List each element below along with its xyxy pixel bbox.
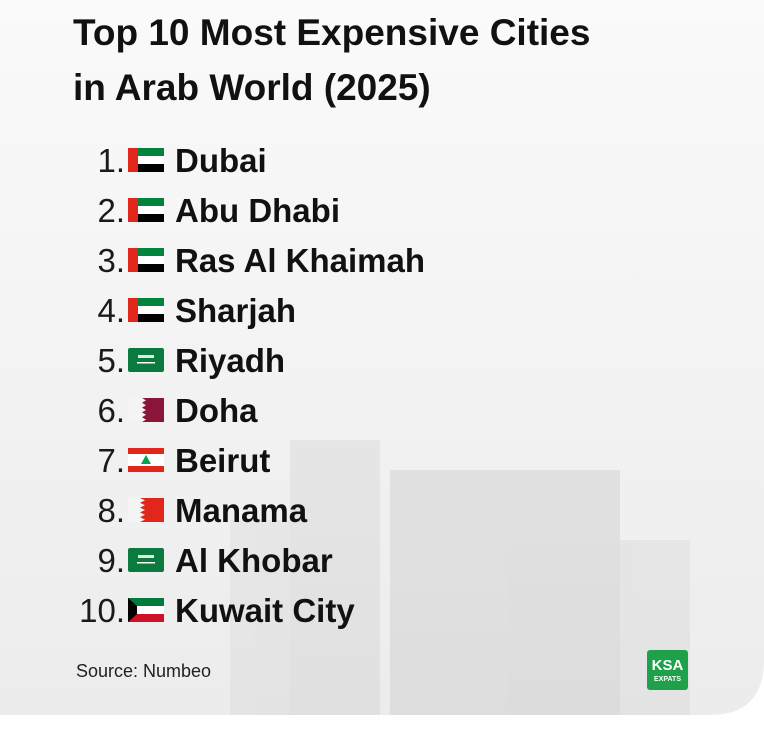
source: Source: Numbeo [76,661,211,681]
rank: 6. [97,392,125,429]
city-list: 1. Dubai 2. Abu Dhabi 3. Ras Al Khaimah … [79,142,425,629]
flag [128,498,164,522]
city: Dubai [175,142,267,179]
city: Beirut [175,442,270,479]
logo-text: KSA [652,657,684,674]
rank: 10. [79,592,125,629]
city: Manama [175,492,308,529]
flag [128,548,164,572]
title-line: in Arab World (2025) [73,67,431,108]
logo: KSA EXPATS [647,650,688,690]
rank: 1. [97,142,125,179]
city: Ras Al Khaimah [175,242,425,279]
flag [128,598,164,622]
rank: 4. [97,292,125,329]
rank: 3. [97,242,125,279]
rank: 5. [97,342,125,379]
rank: 8. [97,492,125,529]
city: Riyadh [175,342,285,379]
city: Kuwait City [175,592,355,629]
logo-box [647,650,688,690]
flag [128,298,164,322]
flag [128,248,164,272]
flag [128,398,164,422]
logo-subtext: EXPATS [654,676,681,683]
city: Al Khobar [175,542,333,579]
rank: 2. [97,192,125,229]
city: Sharjah [175,292,296,329]
flag [128,148,164,172]
flag [128,448,164,472]
city: Abu Dhabi [175,192,340,229]
flag [128,198,164,222]
card [0,0,764,715]
title-line: Top 10 Most Expensive Cities [73,12,590,53]
rank: 9. [97,542,125,579]
city: Doha [175,392,258,429]
rank: 7. [97,442,125,479]
flag [128,348,164,372]
